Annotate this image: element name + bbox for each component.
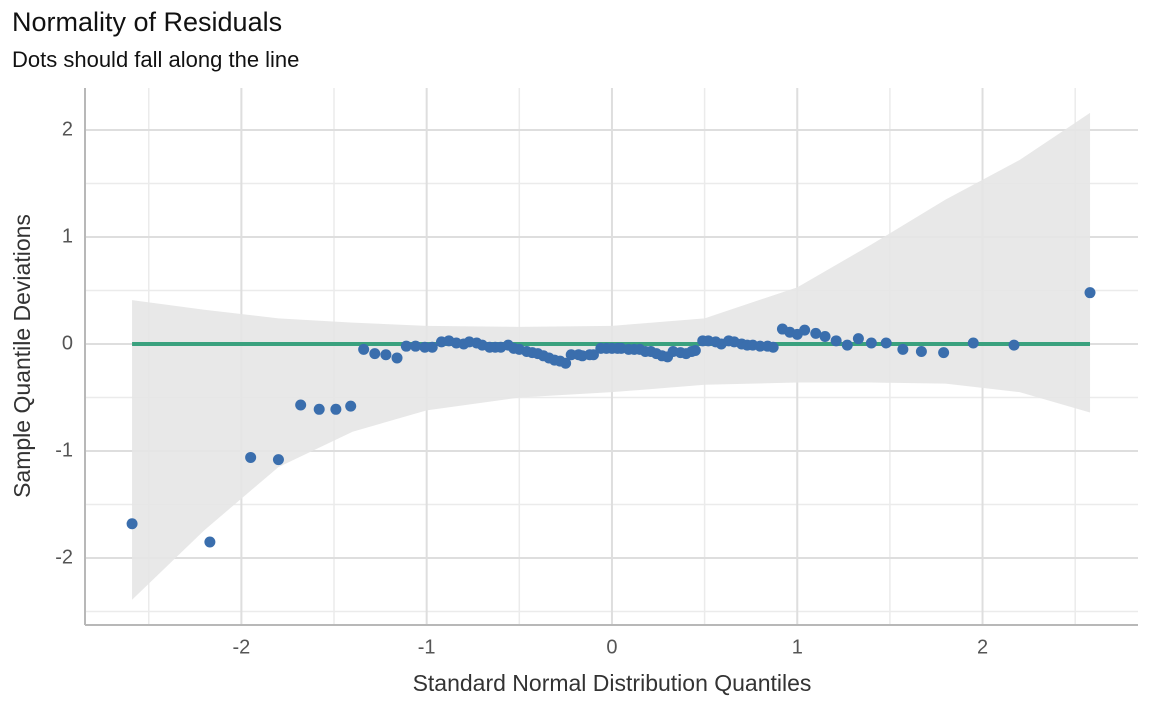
point	[313, 403, 325, 415]
x-tick-label: 2	[977, 636, 988, 658]
point	[967, 337, 979, 349]
y-tick-label: -1	[55, 439, 73, 461]
point	[799, 324, 811, 336]
x-tick-label: 1	[792, 636, 803, 658]
y-tick-label: 0	[62, 332, 73, 354]
point	[426, 341, 438, 353]
point	[852, 333, 864, 345]
point	[938, 347, 950, 359]
point	[369, 348, 381, 360]
point	[1084, 287, 1096, 299]
point	[1008, 339, 1020, 351]
x-tick-label: 0	[606, 636, 617, 658]
y-tick-label: 2	[62, 118, 73, 140]
point	[245, 451, 257, 463]
point	[810, 327, 822, 339]
chart-subtitle: Dots should fall along the line	[12, 47, 299, 72]
point	[410, 340, 422, 352]
point	[587, 349, 599, 361]
point	[345, 400, 357, 412]
point	[560, 357, 572, 369]
point	[830, 335, 842, 347]
point	[391, 352, 403, 364]
x-tick-label: -1	[418, 636, 436, 658]
point	[915, 346, 927, 358]
point	[819, 331, 831, 343]
y-tick-label: -2	[55, 546, 73, 568]
point	[841, 339, 853, 351]
point	[380, 349, 392, 361]
point	[689, 344, 701, 356]
confidence-band	[132, 112, 1091, 600]
point	[204, 536, 216, 548]
point	[358, 343, 370, 355]
point	[126, 518, 138, 530]
point	[880, 337, 892, 349]
y-tick-label: 1	[62, 225, 73, 247]
x-tick-label: -2	[232, 636, 250, 658]
point	[295, 399, 307, 411]
point	[897, 343, 909, 355]
chart-title: Normality of Residuals	[12, 7, 282, 37]
point	[767, 341, 779, 353]
point	[272, 454, 284, 466]
point	[400, 340, 412, 352]
x-axis-label: Standard Normal Distribution Quantiles	[413, 670, 812, 696]
point	[865, 337, 877, 349]
y-axis-label: Sample Quantile Deviations	[9, 214, 35, 498]
point	[330, 403, 342, 415]
